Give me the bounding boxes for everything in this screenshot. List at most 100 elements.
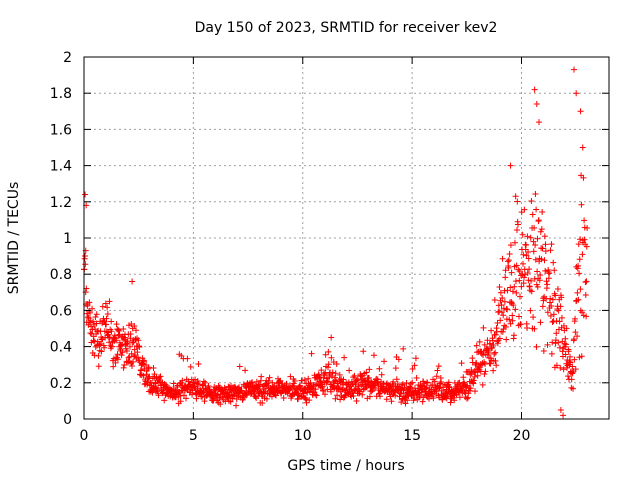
data-point [516, 268, 523, 275]
data-point [574, 333, 581, 340]
data-point [575, 262, 582, 269]
data-point [332, 370, 339, 377]
data-point [523, 241, 530, 248]
data-point [559, 348, 566, 355]
data-point [458, 360, 465, 367]
data-point [320, 387, 327, 394]
data-point [93, 320, 100, 327]
data-point [392, 365, 399, 372]
x-axis-label: GPS time / hours [287, 458, 404, 474]
data-point [510, 332, 517, 339]
data-point [494, 340, 501, 347]
data-point [447, 399, 454, 406]
data-point [209, 391, 216, 398]
data-point [528, 288, 535, 295]
data-point [500, 312, 507, 319]
data-point [471, 368, 478, 375]
data-point [106, 298, 113, 305]
data-point [82, 261, 89, 268]
data-point [116, 331, 123, 338]
data-point [115, 327, 122, 334]
data-point [419, 398, 426, 405]
data-point [129, 339, 136, 346]
data-point [536, 277, 543, 284]
y-tick-label: 1.4 [50, 159, 72, 175]
data-point [154, 385, 161, 392]
data-point [393, 376, 400, 383]
data-point [481, 341, 488, 348]
data-point [437, 380, 444, 387]
data-point [136, 343, 143, 350]
data-point [102, 300, 109, 307]
data-point [535, 217, 542, 224]
data-point [120, 326, 127, 333]
ticks-layer [83, 56, 609, 420]
data-point [571, 66, 577, 73]
data-point [514, 221, 521, 228]
data-point [130, 358, 137, 365]
data-point [501, 298, 508, 305]
data-point [318, 367, 325, 374]
data-point [317, 377, 324, 384]
data-point [206, 386, 213, 393]
data-point [113, 321, 120, 328]
data-point [480, 324, 487, 331]
data-point [395, 356, 402, 363]
data-point [484, 337, 491, 344]
data-point [325, 361, 332, 368]
data-point [505, 257, 512, 264]
y-tick-label: 0.2 [50, 376, 72, 392]
data-point [320, 370, 327, 377]
data-point [272, 392, 279, 399]
data-point [519, 231, 526, 238]
data-point [500, 305, 507, 312]
data-point [328, 388, 335, 395]
data-point [82, 191, 89, 198]
data-point [366, 393, 373, 400]
data-point [392, 392, 399, 399]
data-point [151, 371, 158, 378]
data-point [548, 241, 555, 248]
data-point [94, 338, 101, 345]
data-point [298, 377, 305, 384]
data-point [573, 90, 580, 97]
data-point [579, 144, 586, 151]
data-point [376, 365, 383, 372]
data-point [544, 309, 551, 316]
data-point [92, 343, 99, 350]
data-point [557, 364, 564, 371]
data-point [487, 340, 494, 347]
data-point [333, 361, 340, 368]
data-point [128, 321, 135, 328]
x-tick-label: 10 [294, 428, 312, 444]
data-point [372, 385, 378, 392]
data-point [132, 336, 139, 343]
data-point [381, 358, 388, 365]
data-point [558, 294, 565, 301]
data-point [479, 381, 486, 388]
data-point [195, 361, 202, 368]
data-point [92, 313, 99, 320]
y-tick-label: 0.6 [50, 303, 72, 319]
data-point [352, 386, 359, 393]
data-point [472, 369, 479, 376]
data-point [133, 327, 140, 334]
data-point [149, 389, 156, 396]
data-point [489, 337, 496, 344]
data-point [517, 321, 524, 328]
data-point [97, 340, 104, 347]
data-point [567, 353, 574, 360]
data-point [531, 86, 538, 93]
data-point [258, 373, 265, 380]
data-point [277, 377, 284, 384]
data-point [243, 392, 250, 399]
data-point [308, 350, 315, 357]
data-point [511, 239, 518, 246]
y-tick-label: 0 [63, 412, 72, 428]
data-point [579, 309, 586, 316]
data-point [563, 325, 570, 332]
data-point [575, 241, 582, 248]
data-point [184, 355, 191, 362]
data-point [368, 388, 375, 395]
x-tick-label: 15 [403, 428, 421, 444]
